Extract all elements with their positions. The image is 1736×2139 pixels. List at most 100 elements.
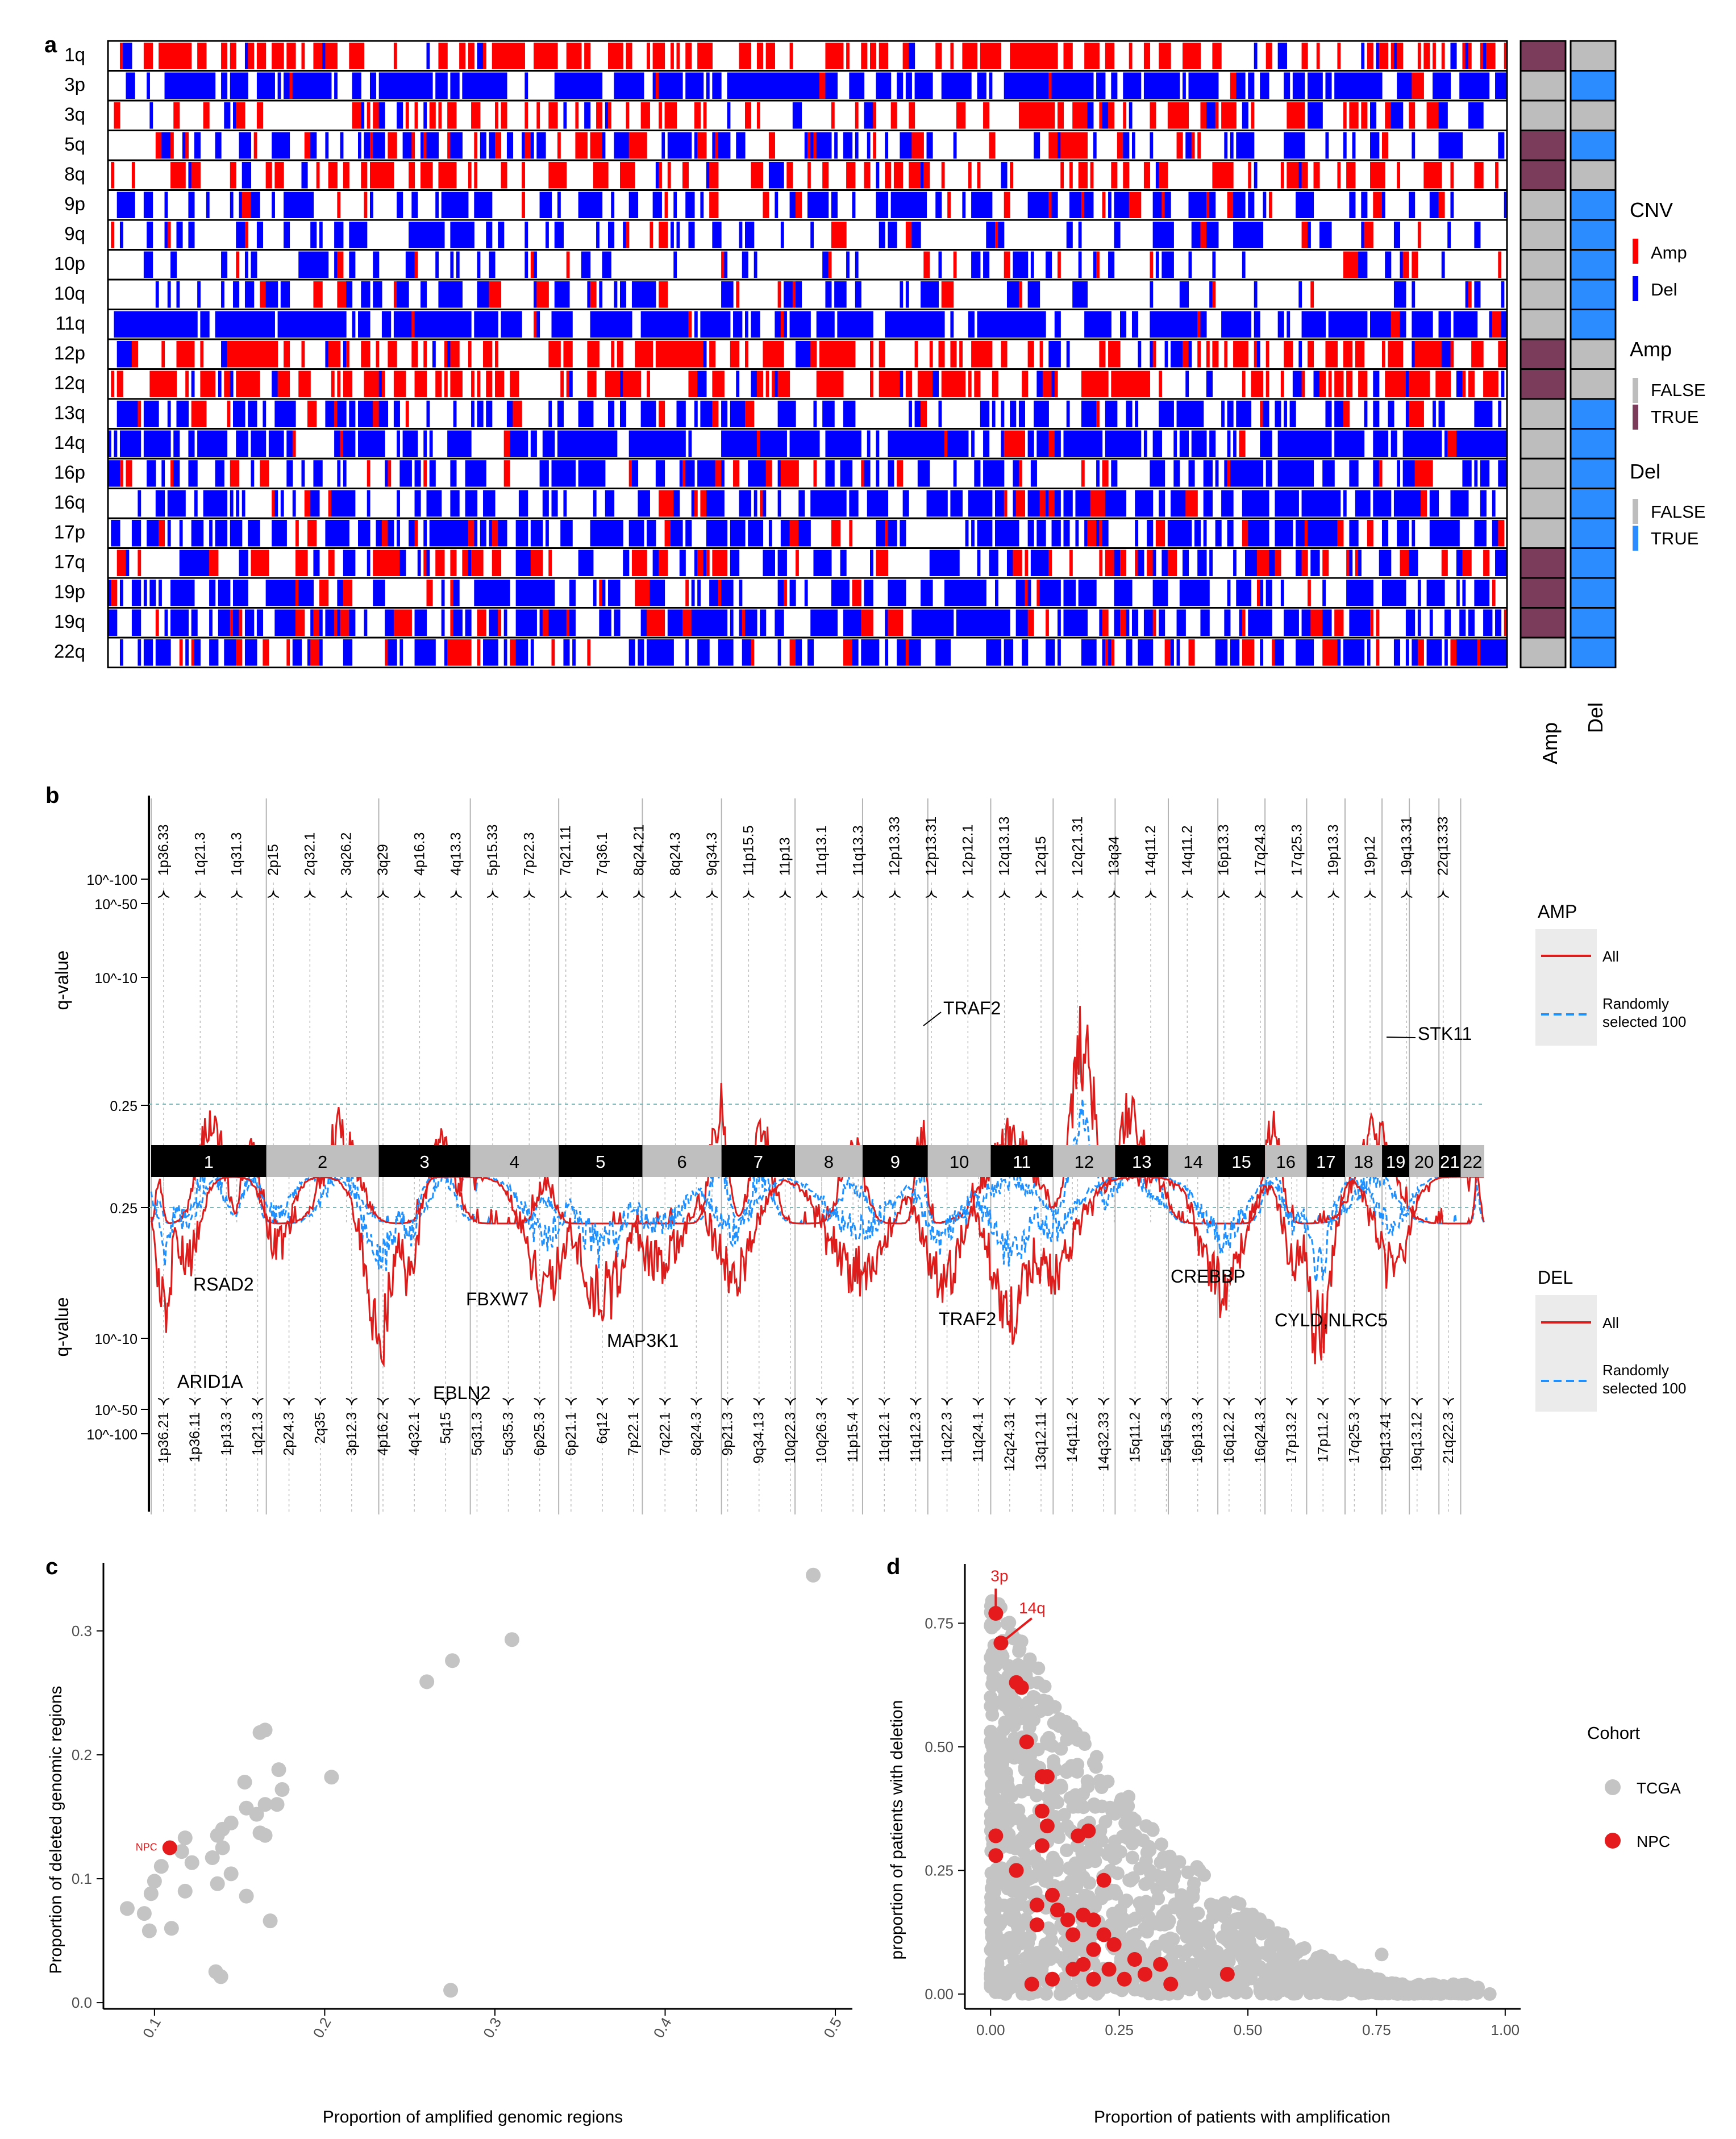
- cnv-cell: [1412, 609, 1416, 636]
- cnv-cell: [727, 311, 731, 338]
- cnv-cell: [411, 430, 415, 457]
- cnv-cell: [277, 371, 281, 397]
- cnv-cell: [1111, 341, 1115, 368]
- cnv-cell: [959, 580, 963, 606]
- cnv-cell: [447, 430, 451, 457]
- cnv-cell: [796, 520, 799, 547]
- cnv-cell: [581, 430, 585, 457]
- cnv-cell: [426, 490, 430, 517]
- cnv-cell: [1117, 430, 1121, 457]
- cnv-cell: [539, 281, 543, 308]
- cnv-cell: [926, 162, 930, 189]
- cnv-cell: [438, 72, 442, 99]
- cnv-cell: [1304, 609, 1308, 636]
- cnv-cell: [173, 490, 177, 517]
- cnv-cell: [1435, 490, 1439, 517]
- cnv-cell: [760, 520, 764, 547]
- cnv-cell: [688, 520, 692, 547]
- cnv-cell: [1498, 520, 1502, 547]
- cnv-cell: [361, 430, 365, 457]
- cnv-cell: [1087, 192, 1091, 218]
- cnv-cell: [465, 192, 469, 218]
- cnv-cell: [191, 609, 195, 636]
- cnv-cell: [673, 251, 677, 278]
- cnv-cell: [116, 311, 120, 338]
- cnv-cell: [748, 430, 752, 457]
- cnv-cell: [1391, 311, 1394, 338]
- cnv-cell: [477, 311, 481, 338]
- cnv-cell: [215, 550, 219, 576]
- cnv-cell: [194, 460, 198, 487]
- cnv-cell: [1474, 311, 1478, 338]
- cnv-cell: [1361, 251, 1365, 278]
- cnv-cell: [1316, 430, 1320, 457]
- cnv-cell: [173, 371, 177, 397]
- cnv-cell: [462, 639, 466, 666]
- cnv-cell: [161, 341, 165, 368]
- cnv-cell: [346, 609, 349, 636]
- cnv-cell: [1006, 609, 1010, 636]
- cnv-cell: [1143, 490, 1147, 517]
- cnv-cell: [1022, 401, 1025, 427]
- cnv-cell: [289, 72, 293, 99]
- cnv-cell: [494, 341, 498, 368]
- cnv-cell: [147, 222, 150, 248]
- cnv-cell: [1004, 490, 1008, 517]
- cnv-cell: [709, 609, 713, 636]
- cnv-cell: [1402, 430, 1406, 457]
- cnv-cell: [1495, 371, 1498, 397]
- cnv-cell: [1409, 371, 1412, 397]
- cnv-cell: [1284, 430, 1287, 457]
- cnv-cell: [953, 580, 957, 606]
- cnv-cell: [483, 281, 486, 308]
- cnv-cell: [703, 43, 707, 69]
- cnv-cell: [119, 371, 123, 397]
- cnv-cell: [659, 550, 662, 576]
- cnv-cell: [900, 311, 904, 338]
- cnv-cell: [244, 609, 248, 636]
- cnv-cell: [1150, 72, 1154, 99]
- cnv-cell: [203, 490, 207, 517]
- cnv-cell: [159, 371, 162, 397]
- cnv-cell: [397, 401, 400, 427]
- cnv-cell: [944, 609, 948, 636]
- cnv-cell: [1159, 192, 1162, 218]
- cnv-cell: [272, 371, 275, 397]
- cnv-cell: [1188, 639, 1192, 666]
- cnv-cell: [1421, 460, 1424, 487]
- cnv-cell: [1099, 72, 1103, 99]
- cnv-cell: [1081, 371, 1085, 397]
- cnv-cell: [429, 430, 433, 457]
- cnv-cell: [119, 192, 123, 218]
- cnv-cell: [596, 102, 600, 129]
- cnv-cell: [138, 311, 141, 338]
- cnv-cell: [989, 43, 993, 69]
- cnv-cell: [426, 550, 430, 576]
- cnv-cell: [286, 609, 290, 636]
- cnv-cell: [986, 311, 990, 338]
- cnv-cell: [161, 132, 165, 159]
- cnv-cell: [659, 281, 662, 308]
- cnv-cell: [554, 281, 558, 308]
- cnv-cell: [626, 162, 630, 189]
- cnv-cell: [1340, 430, 1344, 457]
- cnv-cell: [546, 460, 549, 487]
- cnv-cell: [1004, 162, 1008, 189]
- cnv-cell: [816, 311, 820, 338]
- cnv-cell: [1337, 72, 1341, 99]
- cnv-cell: [503, 102, 507, 129]
- cnv-cell: [953, 251, 957, 278]
- cnv-cell: [626, 132, 630, 159]
- cnv-cell: [986, 222, 990, 248]
- cnv-cell: [971, 43, 975, 69]
- cnv-cell: [1268, 430, 1272, 457]
- cnv-cell: [756, 371, 760, 397]
- cnv-cell: [441, 222, 445, 248]
- cnv-cell: [1433, 490, 1436, 517]
- cnv-cell: [1381, 192, 1385, 218]
- cnv-cell: [1462, 460, 1466, 487]
- cnv-cell: [542, 580, 546, 606]
- cnv-cell: [506, 311, 510, 338]
- cnv-cell: [1090, 490, 1094, 517]
- cnv-cell: [986, 43, 990, 69]
